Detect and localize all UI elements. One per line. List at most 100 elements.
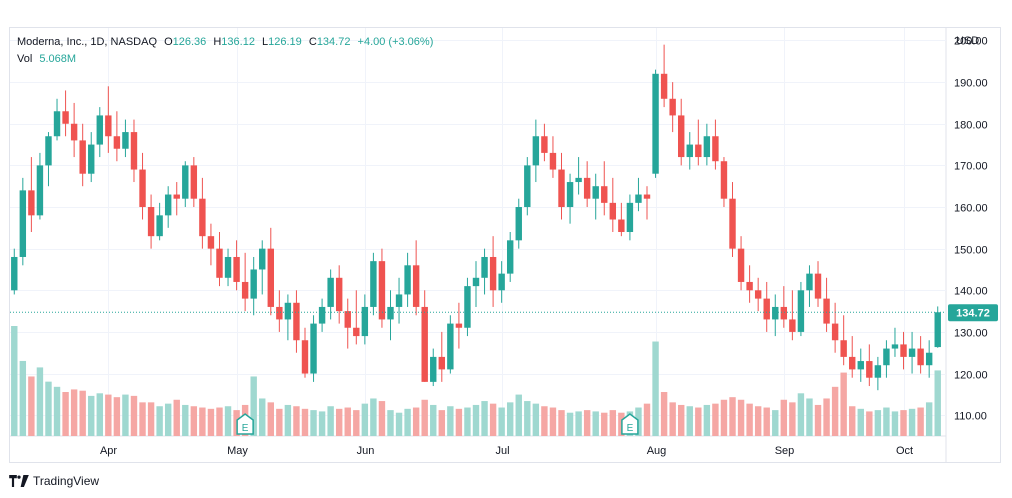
current-price-badge bbox=[948, 304, 998, 322]
volume-bar bbox=[763, 407, 770, 436]
volume-bar bbox=[737, 399, 745, 436]
y-tick-label: 190.00 bbox=[954, 78, 988, 90]
candle-body bbox=[207, 236, 215, 249]
volume-bar bbox=[772, 410, 779, 436]
x-tick-label: Aug bbox=[647, 445, 667, 457]
candle-body bbox=[147, 207, 155, 237]
volume-bar bbox=[276, 408, 283, 436]
volume-bar bbox=[934, 370, 941, 436]
candle-body bbox=[404, 265, 411, 295]
candle-body bbox=[412, 265, 420, 307]
candle-body bbox=[455, 323, 463, 328]
candle-body bbox=[190, 165, 198, 199]
candle-body bbox=[866, 361, 873, 378]
candle-body bbox=[789, 319, 796, 332]
volume-bar bbox=[703, 404, 711, 436]
candle-body bbox=[925, 352, 933, 366]
volume-bar bbox=[62, 392, 69, 436]
volume-value: 5.068M bbox=[39, 53, 77, 65]
candle-body bbox=[498, 273, 505, 291]
volume-bar bbox=[122, 394, 129, 436]
y-tick-label: 200.00 bbox=[954, 36, 988, 48]
candle-body bbox=[481, 256, 488, 278]
volume-bar bbox=[113, 397, 121, 436]
volume-bar bbox=[506, 402, 514, 436]
volume-bar bbox=[11, 326, 18, 436]
candle-body bbox=[259, 248, 266, 270]
y-tick-label: 180.00 bbox=[954, 120, 988, 132]
candle-body bbox=[908, 348, 916, 357]
volume-bar bbox=[866, 411, 873, 436]
candle-body bbox=[45, 136, 52, 166]
volume-bar bbox=[908, 408, 916, 436]
candle-body bbox=[53, 111, 61, 137]
volume-bar bbox=[335, 408, 343, 436]
candle-body bbox=[900, 344, 907, 357]
y-tick-label: 130.00 bbox=[954, 328, 988, 340]
volume-bar bbox=[182, 404, 189, 436]
close-value: 134.72 bbox=[316, 36, 351, 48]
candle-body bbox=[592, 186, 599, 199]
candle-body bbox=[36, 165, 44, 216]
earnings-marker-icon bbox=[236, 413, 254, 435]
earnings-marker-label: E bbox=[627, 423, 634, 434]
volume-bar bbox=[28, 376, 35, 436]
candle-body bbox=[831, 323, 839, 341]
candle-body bbox=[88, 144, 95, 174]
volume-bar bbox=[216, 407, 223, 436]
brand-name: TradingView bbox=[33, 474, 100, 488]
volume-bar bbox=[925, 402, 933, 436]
volume-bar bbox=[156, 406, 163, 436]
volume-bar bbox=[472, 404, 480, 436]
volume-bar bbox=[412, 407, 420, 436]
volume-bar bbox=[19, 360, 27, 436]
volume-bar bbox=[370, 398, 377, 436]
volume-bar bbox=[797, 393, 805, 436]
volume-bar bbox=[284, 404, 292, 436]
change-value: +4.00 (+3.06%) bbox=[357, 36, 434, 48]
volume-bar bbox=[79, 390, 86, 436]
candle-body bbox=[28, 190, 35, 216]
y-tick-label: 110.00 bbox=[954, 411, 987, 423]
volume-bar bbox=[840, 372, 847, 436]
candle-body bbox=[720, 161, 728, 199]
candle-body bbox=[267, 248, 274, 307]
volume-bar bbox=[139, 402, 146, 436]
candle-body bbox=[814, 273, 822, 299]
volume-bar bbox=[831, 386, 839, 436]
x-tick-label: May bbox=[227, 445, 248, 457]
candle-body bbox=[276, 306, 283, 320]
volume-bar bbox=[353, 410, 360, 436]
volume-bar bbox=[250, 376, 257, 436]
volume-bar bbox=[387, 410, 394, 436]
volume-bar bbox=[883, 407, 890, 436]
candle-body bbox=[318, 306, 326, 324]
candle-body bbox=[532, 136, 540, 166]
volume-bar bbox=[267, 402, 274, 436]
candle-body bbox=[823, 298, 830, 324]
candle-body bbox=[464, 286, 471, 328]
candle-body bbox=[173, 194, 180, 199]
candle-body bbox=[506, 240, 514, 274]
candle-body bbox=[199, 198, 206, 237]
y-tick-label: 120.00 bbox=[954, 370, 988, 382]
candle-body bbox=[609, 202, 617, 220]
candle-body bbox=[549, 152, 557, 170]
volume-bar bbox=[712, 403, 719, 436]
volume-bar bbox=[575, 411, 582, 436]
volume-legend: Vol 5.068M bbox=[17, 53, 76, 65]
volume-bar bbox=[729, 397, 736, 436]
x-tick-label: Jul bbox=[495, 445, 509, 457]
candle-body bbox=[797, 290, 805, 332]
volume-bar bbox=[891, 411, 899, 436]
candle-body bbox=[113, 136, 121, 149]
volume-bar bbox=[900, 410, 907, 436]
low-label: L bbox=[262, 36, 269, 48]
tradingview-brand[interactable]: TradingView bbox=[9, 472, 99, 490]
low-value: 126.19 bbox=[268, 36, 302, 48]
candle-body bbox=[472, 277, 480, 287]
volume-bar bbox=[130, 395, 138, 436]
volume-bar bbox=[361, 403, 369, 436]
candle-body bbox=[541, 136, 548, 153]
